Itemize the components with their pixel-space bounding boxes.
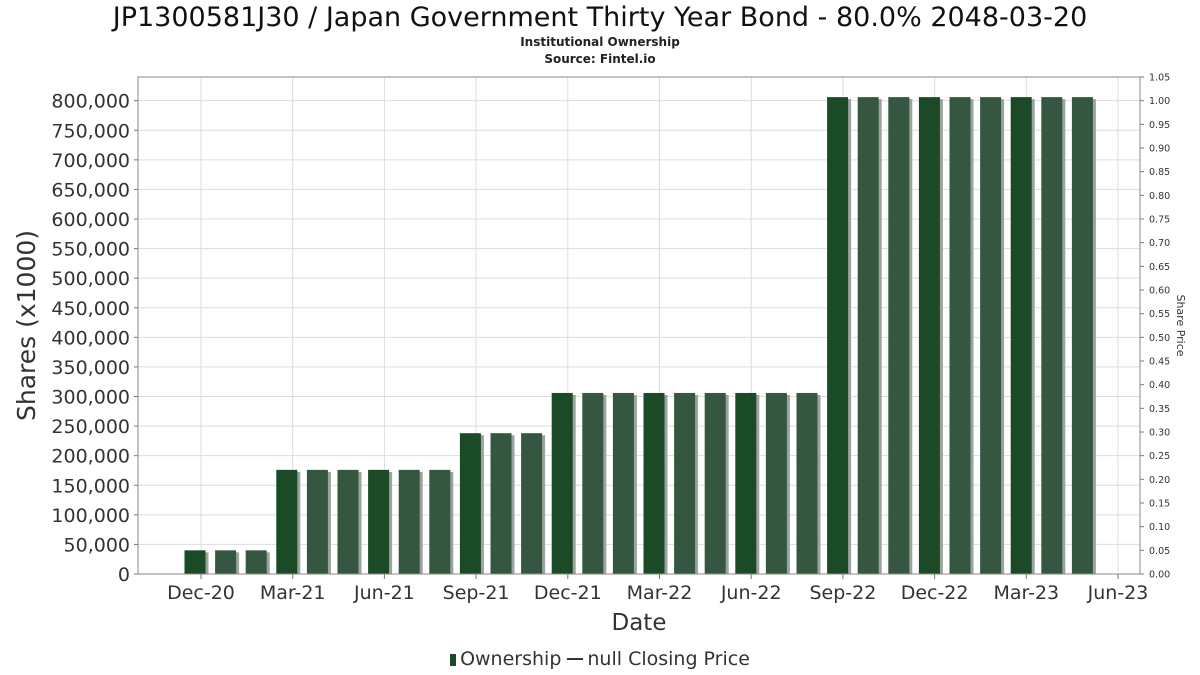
y2-tick-label: 0.10	[1149, 522, 1170, 533]
x-axis-label: Date	[612, 610, 667, 636]
chart-source: Source: Fintel.io	[544, 52, 656, 66]
ownership-bar	[184, 550, 206, 574]
ownership-bar	[215, 550, 237, 574]
ownership-bar	[459, 433, 481, 574]
y2-tick-label: 0.65	[1149, 262, 1170, 273]
y2-tick-label: 0.40	[1149, 380, 1170, 391]
x-tick-label: Mar-23	[993, 582, 1059, 604]
ownership-bar	[1071, 97, 1093, 574]
y2-tick-label: 0.80	[1149, 191, 1170, 202]
y2-axis-label: Share Price	[1174, 294, 1187, 356]
x-tick-label: Jun-23	[1087, 582, 1149, 604]
legend: Ownership null Closing Price	[0, 648, 1200, 670]
ownership-bar	[918, 97, 940, 574]
x-tick-label: Sep-21	[443, 582, 510, 604]
y2-tick-label: 0.90	[1149, 144, 1170, 155]
y2-tick-label: 0.30	[1149, 428, 1170, 439]
y-tick-label: 650,000	[51, 179, 130, 201]
y2-tick-label: 0.00	[1149, 570, 1170, 581]
x-tick-label: Mar-21	[260, 582, 326, 604]
x-tick-label: Mar-22	[627, 582, 693, 604]
y2-tick-label: 0.15	[1149, 499, 1170, 510]
ownership-bar	[245, 550, 267, 574]
legend-closing-price: null Closing Price	[587, 648, 750, 670]
ownership-bar	[827, 97, 849, 574]
ownership-bar	[276, 469, 298, 574]
y2-tick-label: 0.95	[1149, 120, 1170, 131]
y-tick-label: 250,000	[51, 416, 130, 438]
y-tick-label: 350,000	[51, 357, 130, 379]
y-axis-label: Shares (x1000)	[12, 230, 41, 421]
x-tick-label: Sep-22	[809, 582, 876, 604]
chart-title: JP1300581J30 / Japan Government Thirty Y…	[112, 2, 1088, 33]
y-tick-label: 400,000	[51, 327, 130, 349]
y2-tick-label: 0.50	[1149, 333, 1170, 344]
y2-tick-label: 0.45	[1149, 357, 1170, 368]
x-tick-label: Dec-21	[534, 582, 602, 604]
ownership-bar	[337, 469, 359, 574]
ownership-bar	[735, 392, 757, 574]
y2-tick-label: 1.05	[1149, 73, 1170, 84]
y-tick-label: 800,000	[51, 91, 130, 113]
ownership-bar	[1041, 97, 1063, 574]
y2-tick-label: 0.25	[1149, 451, 1170, 462]
y2-tick-label: 0.85	[1149, 167, 1170, 178]
x-tick-label: Dec-22	[901, 582, 969, 604]
ownership-bar	[490, 433, 512, 574]
ownership-bar	[612, 392, 634, 574]
x-tick-label: Dec-20	[167, 582, 235, 604]
ownership-bar	[765, 392, 787, 574]
ownership-bar	[857, 97, 879, 574]
ownership-bar	[674, 392, 696, 574]
y-tick-label: 500,000	[51, 268, 130, 290]
y-tick-label: 50,000	[64, 534, 130, 556]
y2-tick-label: 0.05	[1149, 546, 1170, 557]
chart-subtitle: Institutional Ownership	[520, 35, 680, 49]
ownership-bar	[949, 97, 971, 574]
y-tick-label: 300,000	[51, 387, 130, 409]
y2-tick-label: 0.60	[1149, 286, 1170, 297]
closing-price-legend-line	[567, 658, 584, 660]
ownership-bar	[398, 469, 420, 574]
ownership-bar	[306, 469, 328, 574]
ownership-bar	[582, 392, 604, 574]
ownership-legend-swatch	[450, 654, 457, 666]
y2-tick-label: 0.55	[1149, 309, 1170, 320]
y-tick-label: 200,000	[51, 446, 130, 468]
plot-border	[137, 76, 1141, 575]
ownership-bar	[888, 97, 910, 574]
y-tick-label: 0	[118, 564, 130, 586]
ownership-bar	[429, 469, 451, 574]
y-tick-label: 450,000	[51, 298, 130, 320]
ownership-bar	[521, 433, 543, 574]
y-tick-label: 550,000	[51, 239, 130, 261]
x-tick-label: Jun-22	[720, 582, 782, 604]
y2-tick-label: 0.70	[1149, 238, 1170, 249]
y-tick-label: 750,000	[51, 120, 130, 142]
ownership-bar	[1010, 97, 1032, 574]
y2-tick-label: 0.35	[1149, 404, 1170, 415]
y-tick-label: 600,000	[51, 209, 130, 231]
ownership-bar	[368, 469, 390, 574]
y-tick-label: 150,000	[51, 475, 130, 497]
ownership-bar	[980, 97, 1002, 574]
legend-ownership: Ownership	[460, 648, 562, 670]
y-tick-label: 100,000	[51, 505, 130, 527]
ownership-bar	[704, 392, 726, 574]
y2-tick-label: 1.00	[1149, 96, 1170, 107]
ownership-bar	[796, 392, 818, 574]
x-tick-label: Jun-21	[353, 582, 415, 604]
y2-tick-label: 0.75	[1149, 215, 1170, 226]
ownership-bar	[643, 392, 665, 574]
y-tick-label: 700,000	[51, 150, 130, 172]
y2-tick-label: 0.20	[1149, 475, 1170, 486]
ownership-bar	[551, 392, 573, 574]
